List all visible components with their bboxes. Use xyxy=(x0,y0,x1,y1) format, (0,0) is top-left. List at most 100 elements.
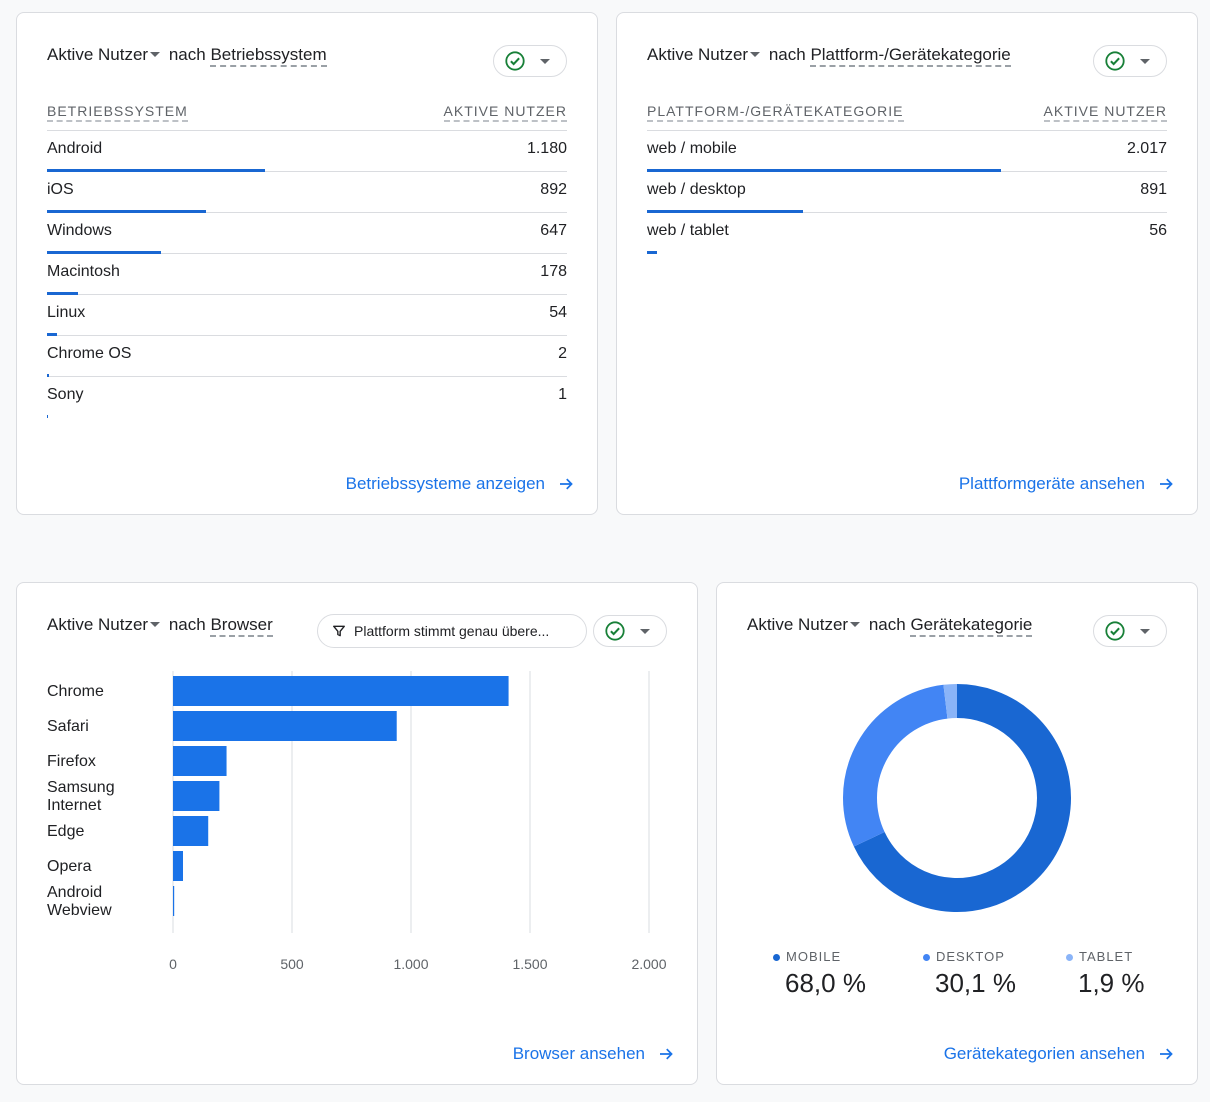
row-label: web / tablet xyxy=(647,222,729,239)
row-label: Chrome OS xyxy=(47,345,132,362)
row-label: Android xyxy=(47,140,103,157)
view-platform-link[interactable]: Plattformgeräte ansehen xyxy=(959,474,1175,494)
bar-opera xyxy=(173,851,183,881)
view-device-link[interactable]: Gerätekategorien ansehen xyxy=(944,1044,1175,1064)
table-row[interactable]: Sony 1 xyxy=(47,377,567,418)
card-title: Aktive Nutzer nach Betriebssystem xyxy=(47,45,327,67)
share-bar xyxy=(47,169,266,172)
category-label: Edge xyxy=(47,823,84,840)
metric-selector[interactable]: Aktive Nutzer xyxy=(647,45,749,64)
category-label: Chrome xyxy=(47,683,104,700)
legend-tablet: TABLET 1,9 % xyxy=(1066,949,1145,999)
card-title: Aktive Nutzer nach Gerätekategorie xyxy=(747,615,1033,637)
table-row[interactable]: web / tablet 56 xyxy=(647,213,1167,254)
view-browser-link[interactable]: Browser ansehen xyxy=(513,1044,675,1064)
column-header-dimension[interactable]: BETRIEBSSYSTEM xyxy=(47,103,188,122)
title-connector: nach xyxy=(168,615,206,634)
card-title: Aktive Nutzer nach Browser xyxy=(47,615,273,637)
row-value: 2.017 xyxy=(1126,140,1167,157)
view-os-link[interactable]: Betriebssysteme anzeigen xyxy=(346,474,575,494)
legend-value: 68,0 % xyxy=(785,968,866,998)
x-tick-label: 0 xyxy=(169,956,177,972)
bar-firefox xyxy=(173,746,227,776)
row-value: 892 xyxy=(540,181,567,198)
arrow-right-icon xyxy=(560,478,573,490)
column-header-metric[interactable]: AKTIVE NUTZER xyxy=(443,103,567,122)
device-donut-chart xyxy=(843,684,1071,912)
compare-button[interactable] xyxy=(593,615,667,647)
dimension-label[interactable]: Browser xyxy=(210,615,273,637)
link-label: Browser ansehen xyxy=(512,1044,645,1063)
check-circle-icon xyxy=(605,621,625,641)
column-header-dimension[interactable]: PLATTFORM-/GERÄTEKATEGORIE xyxy=(647,103,904,122)
row-value: 891 xyxy=(1140,181,1167,198)
legend-dot xyxy=(773,954,780,962)
arrow-right-icon xyxy=(1160,1048,1173,1060)
device-card: Aktive Nutzer nach Gerätekategorie MOBIL… xyxy=(716,582,1198,1085)
x-tick-label: 2.000 xyxy=(631,956,666,972)
share-bar xyxy=(47,374,50,377)
legend-desktop: DESKTOP 30,1 % xyxy=(923,949,1016,999)
link-label: Plattformgeräte ansehen xyxy=(958,474,1145,493)
metric-selector[interactable]: Aktive Nutzer xyxy=(47,45,149,64)
row-label: Sony xyxy=(47,386,84,403)
legend-dot xyxy=(923,954,930,962)
dimension-label[interactable]: Gerätekategorie xyxy=(910,615,1033,637)
table-header: BETRIEBSSYSTEM AKTIVE NUTZER xyxy=(47,103,567,131)
share-bar xyxy=(647,169,1001,172)
row-value: 178 xyxy=(540,263,567,280)
row-label: iOS xyxy=(47,181,74,198)
legend-label: DESKTOP xyxy=(936,949,1005,964)
row-value: 1 xyxy=(558,386,567,403)
platform-card: Aktive Nutzer nach Plattform-/Gerätekate… xyxy=(616,12,1198,515)
share-bar xyxy=(47,251,162,254)
platform-table: PLATTFORM-/GERÄTEKATEGORIE AKTIVE NUTZER… xyxy=(647,103,1167,254)
filter-label: Plattform stimmt genau übere... xyxy=(354,623,550,639)
os-table: BETRIEBSSYSTEM AKTIVE NUTZER Android 1.18… xyxy=(47,103,567,418)
share-bar xyxy=(47,210,206,213)
table-row[interactable]: Linux 54 xyxy=(47,295,567,336)
compare-button[interactable] xyxy=(1093,615,1167,647)
link-label: Gerätekategorien ansehen xyxy=(943,1044,1145,1063)
title-connector: nach xyxy=(868,615,906,634)
category-label: Opera xyxy=(47,858,92,875)
caret-down-icon[interactable] xyxy=(850,622,861,628)
category-label: Firefox xyxy=(47,753,96,770)
table-row[interactable]: Android 1.180 xyxy=(47,131,567,172)
arrow-right-icon xyxy=(660,1048,673,1060)
dimension-label[interactable]: Betriebssystem xyxy=(210,45,327,67)
row-label: Windows xyxy=(47,222,112,239)
table-row[interactable]: iOS 892 xyxy=(47,172,567,213)
compare-button[interactable] xyxy=(493,45,567,77)
filter-chip[interactable]: Plattform stimmt genau übere... xyxy=(317,614,587,648)
dimension-label[interactable]: Plattform-/Gerätekategorie xyxy=(810,45,1011,67)
column-header-metric[interactable]: AKTIVE NUTZER xyxy=(1043,103,1167,122)
row-label: Linux xyxy=(47,304,86,321)
category-label: Android Webview xyxy=(47,884,112,919)
x-tick-label: 1.500 xyxy=(512,956,547,972)
legend-mobile: MOBILE 68,0 % xyxy=(773,949,866,999)
row-label: web / mobile xyxy=(647,140,737,157)
compare-button[interactable] xyxy=(1093,45,1167,77)
metric-selector[interactable]: Aktive Nutzer xyxy=(47,615,149,634)
table-row[interactable]: Macintosh 178 xyxy=(47,254,567,295)
table-row[interactable]: Chrome OS 2 xyxy=(47,336,567,377)
donut-slice-tablet xyxy=(943,684,958,719)
share-bar xyxy=(47,415,49,418)
dropdown-caret-icon xyxy=(1140,58,1150,64)
row-value: 647 xyxy=(540,222,567,239)
os-card: Aktive Nutzer nach Betriebssystem BETRIE… xyxy=(16,12,598,515)
bar-safari xyxy=(173,711,397,741)
title-connector: nach xyxy=(768,45,806,64)
category-label: Samsung Internet xyxy=(47,779,115,814)
metric-selector[interactable]: Aktive Nutzer xyxy=(747,615,849,634)
bar-samsung-internet xyxy=(173,781,220,811)
table-row[interactable]: Windows 647 xyxy=(47,213,567,254)
table-row[interactable]: web / desktop 891 xyxy=(647,172,1167,213)
table-row[interactable]: web / mobile 2.017 xyxy=(647,131,1167,172)
caret-down-icon[interactable] xyxy=(750,52,761,58)
caret-down-icon[interactable] xyxy=(150,622,161,628)
legend-label: TABLET xyxy=(1079,949,1134,964)
check-circle-icon xyxy=(1105,51,1125,71)
caret-down-icon[interactable] xyxy=(150,52,161,58)
